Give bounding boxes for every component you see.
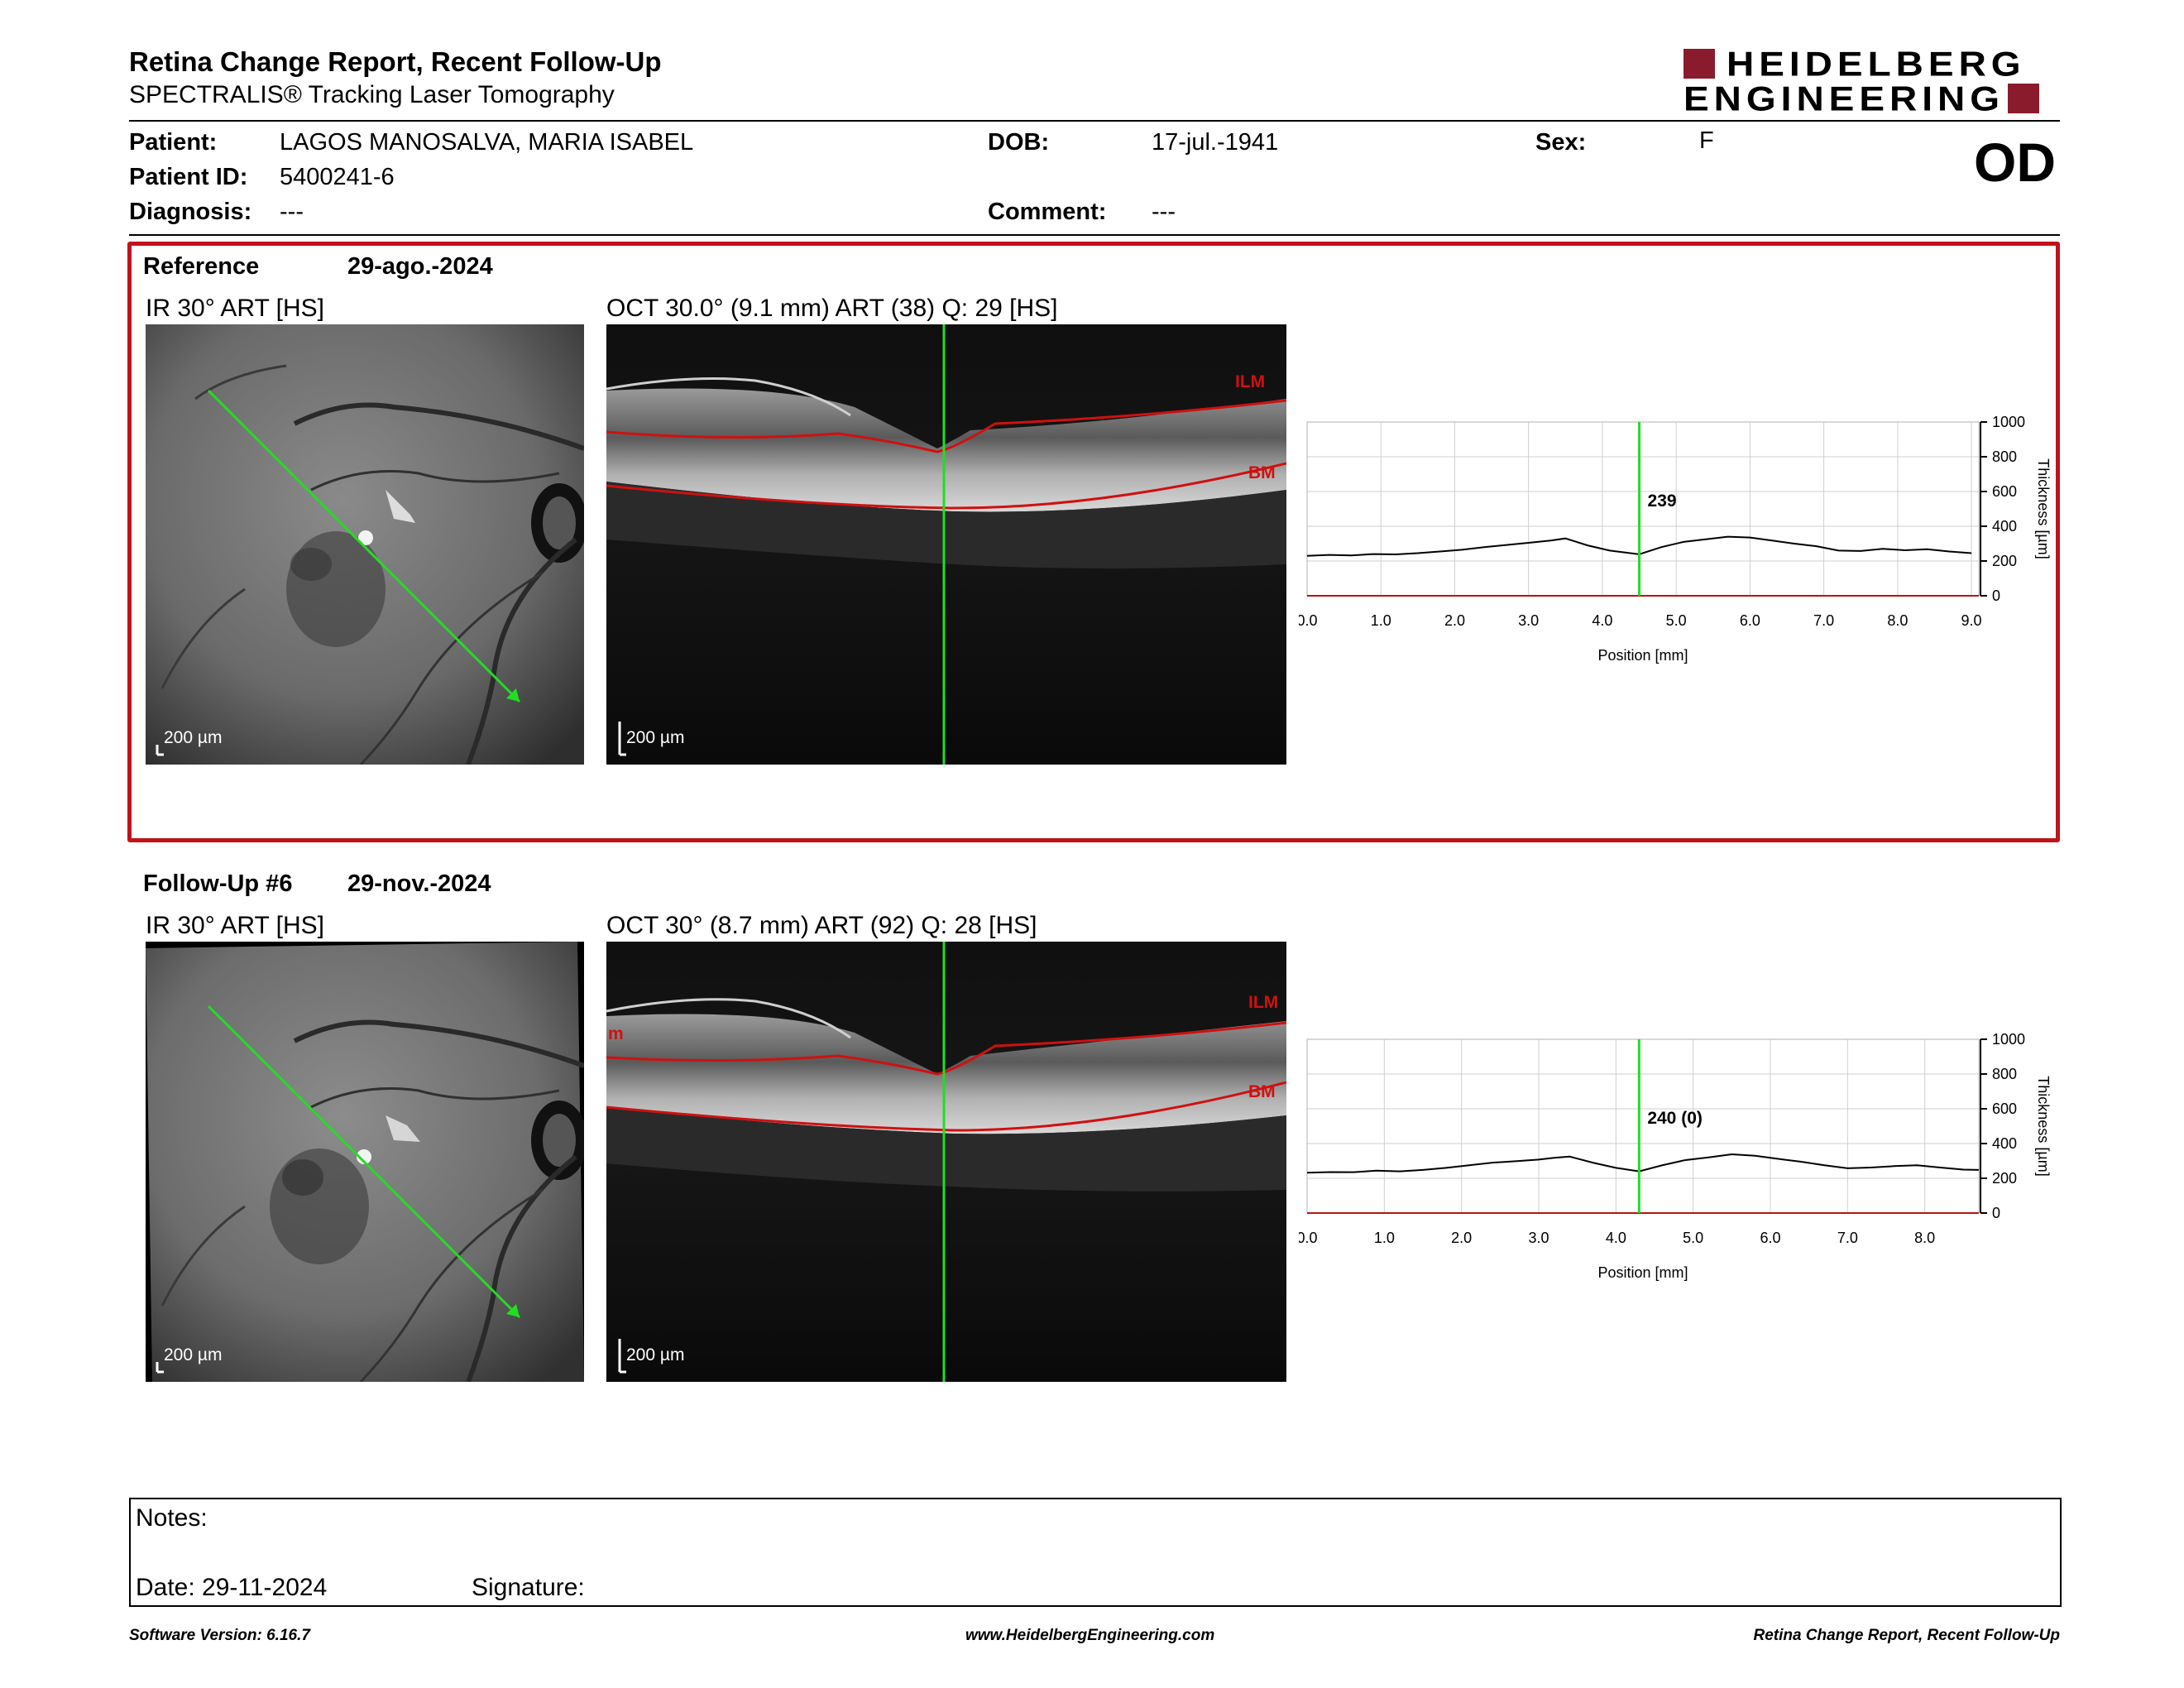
dob-value: 17-jul.-1941 xyxy=(1152,129,1279,156)
followup-oct-label: OCT 30° (8.7 mm) ART (92) Q: 28 [HS] xyxy=(606,912,1037,939)
report-subtitle: SPECTRALIS® Tracking Laser Tomography xyxy=(129,81,615,108)
followup-plot-frame xyxy=(1306,1038,1980,1214)
followup-x-tick-label: 2.0 xyxy=(1451,1230,1472,1246)
diagnosis-label: Diagnosis: xyxy=(129,199,252,225)
followup-label: Follow-Up #6 xyxy=(143,870,293,897)
followup-x-tick-label: 1.0 xyxy=(1374,1230,1395,1246)
patient-id: 5400241-6 xyxy=(280,164,395,190)
reference-ir-scale: 200 µm xyxy=(164,728,223,747)
reference-y-tick-label: 400 xyxy=(1992,518,2017,535)
reference-bm-label: BM xyxy=(1248,463,1276,482)
logo-square-icon xyxy=(1684,49,1715,79)
followup-x-tick-label: 3.0 xyxy=(1528,1230,1549,1246)
notes-date: Date: 29-11-2024 xyxy=(136,1574,328,1601)
reference-x-tick-label: 0.0 xyxy=(1299,612,1318,629)
followup-x-axis-label: Position [mm] xyxy=(1597,1264,1688,1281)
reference-thickness-chart: 0 200 400 600 800 1000 Thickness [µm] 0.0 1.0 2.0… xyxy=(1299,414,2052,664)
reference-x-tick-label: 4.0 xyxy=(1592,612,1612,629)
followup-ilm-partial-label: m xyxy=(608,1024,624,1043)
footer-report-name: Retina Change Report, Recent Follow-Up xyxy=(1753,1627,2060,1644)
comment-value: --- xyxy=(1152,199,1176,225)
followup-thickness-chart: 0 200 400 600 800 1000 Thickness [µm] 0.0 1.0 2.0… xyxy=(1299,1031,2052,1281)
reference-y-tick-label: 200 xyxy=(1992,553,2017,569)
sex-label: Sex: xyxy=(1535,129,1587,156)
reference-oct-label: OCT 30.0° (9.1 mm) ART (38) Q: 29 [HS] xyxy=(606,295,1058,322)
followup-y-tick-label: 600 xyxy=(1992,1101,2017,1117)
reference-x-tick-label: 6.0 xyxy=(1740,612,1760,629)
reference-y-axis-label: Thickness [µm] xyxy=(2035,458,2052,559)
followup-bm-label: BM xyxy=(1248,1082,1276,1101)
reference-frame xyxy=(127,242,2060,842)
reference-ir-label: IR 30° ART [HS] xyxy=(146,295,324,322)
reference-x-tick-label: 3.0 xyxy=(1518,612,1539,629)
reference-label: Reference xyxy=(143,253,260,280)
eye-indicator: OD xyxy=(1974,132,2056,193)
followup-thickness-line xyxy=(1306,1153,1980,1174)
reference-x-axis-label: Position [mm] xyxy=(1597,647,1688,664)
reference-y-tick-label: 800 xyxy=(1992,448,2017,465)
notes-box[interactable]: Notes: Date: 29-11-2024 Signature: xyxy=(129,1498,2062,1607)
followup-ir-scale: 200 µm xyxy=(164,1345,223,1364)
followup-x-tick-label: 8.0 xyxy=(1914,1230,1935,1246)
reference-y-tick-label: 1000 xyxy=(1992,414,2025,430)
comment-label: Comment: xyxy=(988,199,1107,225)
reference-x-tick-label: 8.0 xyxy=(1887,612,1908,629)
logo-line2: ENGINEERING xyxy=(1684,79,2005,118)
followup-x-tick-label: 5.0 xyxy=(1683,1230,1703,1246)
followup-date: 29-nov.-2024 xyxy=(347,870,491,897)
reference-x-tick-label: 9.0 xyxy=(1961,612,1982,629)
logo-square-icon xyxy=(2008,84,2040,113)
sex-value: F xyxy=(1699,127,1714,154)
followup-y-tick-label: 1000 xyxy=(1992,1031,2025,1048)
signature-label: Signature: xyxy=(472,1574,585,1601)
followup-marker-value: 240 (0) xyxy=(1647,1109,1703,1128)
reference-y-tick-label: 600 xyxy=(1992,483,2017,500)
heidelberg-logo: HEIDELBERG ENGINEERING xyxy=(1684,46,2061,116)
diagnosis-value: --- xyxy=(280,199,304,225)
reference-marker-value: 239 xyxy=(1648,492,1677,511)
reference-x-tick-label: 1.0 xyxy=(1371,612,1391,629)
reference-plot-frame xyxy=(1306,421,1980,597)
followup-y-tick-label: 400 xyxy=(1992,1135,2017,1152)
footer-website[interactable]: www.HeidelbergEngineering.com xyxy=(965,1627,1215,1644)
followup-y-axis-label: Thickness [µm] xyxy=(2035,1076,2052,1176)
reference-date: 29-ago.-2024 xyxy=(347,253,493,280)
followup-x-tick-label: 6.0 xyxy=(1760,1230,1780,1246)
followup-y-tick-label: 200 xyxy=(1992,1170,2017,1187)
patient-id-label: Patient ID: xyxy=(129,164,248,190)
followup-oct-scale: 200 µm xyxy=(626,1345,685,1364)
followup-y-tick-label: 0 xyxy=(1992,1205,2000,1221)
followup-x-tick-label: 7.0 xyxy=(1837,1230,1858,1246)
reference-oct-scale: 200 µm xyxy=(626,728,685,747)
reference-y-tick-label: 0 xyxy=(1992,587,2000,604)
patient-divider xyxy=(129,234,2060,236)
followup-x-tick-label: 4.0 xyxy=(1606,1230,1626,1246)
dob-label: DOB: xyxy=(988,129,1050,156)
reference-x-tick-label: 2.0 xyxy=(1444,612,1465,629)
reference-oct-image[interactable]: ILM BM 200 µm xyxy=(606,324,1286,765)
patient-label: Patient: xyxy=(129,129,218,156)
footer-software-version: Software Version: 6.16.7 xyxy=(129,1627,310,1644)
reference-x-tick-label: 7.0 xyxy=(1813,612,1834,629)
followup-y-tick-label: 800 xyxy=(1992,1066,2017,1082)
followup-ilm-label: ILM xyxy=(1248,993,1279,1012)
reference-fundus-image[interactable]: 200 µm xyxy=(146,324,584,765)
report-title: Retina Change Report, Recent Follow-Up xyxy=(129,46,662,77)
followup-x-tick-label: 0.0 xyxy=(1299,1230,1318,1246)
reference-x-tick-label: 5.0 xyxy=(1666,612,1687,629)
header-divider xyxy=(129,120,2060,122)
followup-oct-image[interactable]: m ILM BM 200 µm xyxy=(606,942,1286,1382)
patient-name: LAGOS MANOSALVA, MARIA ISABEL xyxy=(280,129,694,156)
followup-fundus-image[interactable]: 200 µm xyxy=(146,942,584,1382)
reference-ilm-label: ILM xyxy=(1235,372,1266,391)
notes-label: Notes: xyxy=(136,1504,208,1532)
followup-ir-label: IR 30° ART [HS] xyxy=(146,912,324,939)
logo-line1: HEIDELBERG xyxy=(1727,44,2026,84)
